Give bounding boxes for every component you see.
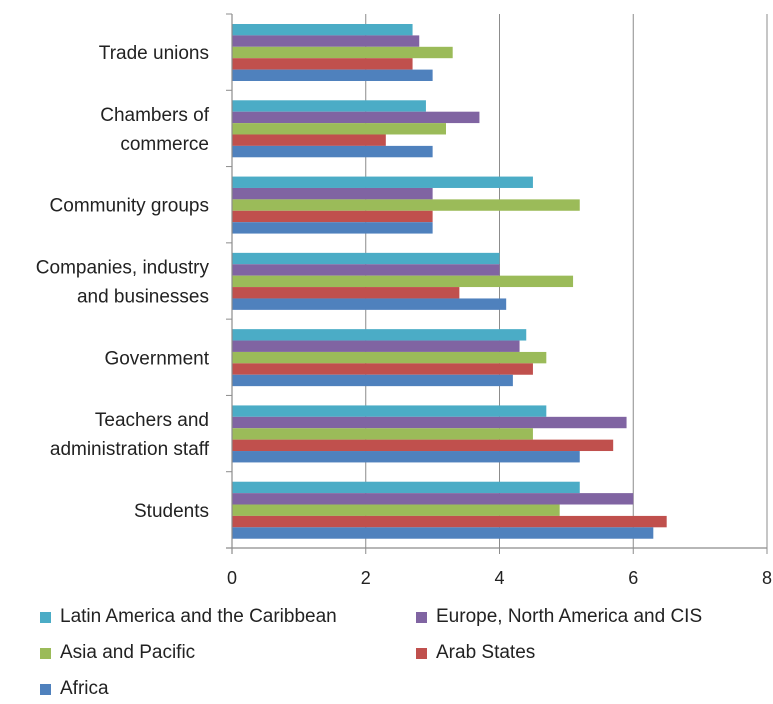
category-label: Teachers and	[95, 410, 209, 431]
category-label: and businesses	[77, 287, 209, 308]
legend-item: Africa	[40, 678, 109, 700]
x-tick-label: 2	[361, 568, 371, 588]
category-label: Government	[104, 348, 209, 369]
category-label: administration staff	[50, 439, 210, 460]
bar	[232, 515, 667, 528]
category-label: Community groups	[50, 196, 209, 217]
legend-item: Asia and Pacific	[40, 642, 195, 664]
bar	[232, 329, 527, 341]
category-label: Companies, industry	[36, 258, 210, 279]
bar	[232, 374, 513, 387]
bar	[232, 199, 580, 211]
bar	[232, 298, 507, 310]
legend-item: Arab States	[416, 642, 535, 664]
legend-swatch	[416, 611, 427, 623]
bar	[232, 405, 547, 417]
bar	[232, 69, 433, 81]
bar	[232, 111, 480, 124]
bar	[232, 416, 627, 429]
bar	[232, 187, 433, 200]
x-tick-label: 6	[628, 568, 638, 588]
bar	[232, 58, 413, 70]
legend-swatch	[40, 647, 51, 659]
category-labels: Trade unions Chambers of commerce Community…	[36, 43, 210, 522]
legend-label: Asia and Pacific	[60, 642, 196, 663]
legend-swatch	[416, 647, 427, 659]
x-tick-label: 8	[762, 568, 772, 588]
category-label: Chambers of	[100, 105, 209, 126]
bar	[232, 481, 580, 494]
bar	[232, 24, 413, 36]
legend-swatch	[40, 611, 51, 623]
x-tick-label: 0	[227, 568, 237, 588]
bar	[232, 123, 446, 135]
bar	[232, 145, 433, 158]
legend-label: Arab States	[436, 642, 536, 663]
bar	[232, 35, 420, 47]
bar	[232, 351, 547, 364]
category-label: Students	[134, 501, 209, 522]
bar	[232, 527, 654, 539]
legend-item: Latin America and the Caribbean	[40, 606, 337, 628]
x-tick-labels: 0 2 4 6 8	[227, 568, 772, 588]
bar	[232, 176, 533, 188]
axes	[226, 13, 768, 554]
category-label: Trade unions	[99, 43, 209, 64]
bar	[232, 210, 433, 223]
bar-chart: Trade unions Chambers of commerce Community…	[36, 13, 772, 588]
legend-item: Europe, North America and CIS	[416, 606, 702, 628]
category-label: commerce	[120, 134, 209, 155]
bar-series	[232, 24, 667, 539]
bar	[232, 451, 580, 463]
bar	[232, 46, 453, 59]
bar	[232, 340, 520, 352]
bar	[232, 264, 500, 276]
bar	[232, 363, 533, 375]
bar	[232, 428, 533, 440]
bar	[232, 222, 433, 234]
bar	[232, 439, 614, 452]
bar	[232, 275, 574, 288]
legend-swatch	[40, 683, 51, 695]
bar	[232, 134, 386, 146]
x-tick-label: 4	[494, 568, 504, 588]
bar	[232, 287, 460, 299]
bar	[232, 504, 560, 516]
bar	[232, 252, 500, 265]
bar	[232, 493, 634, 505]
legend-label: Africa	[60, 678, 109, 699]
legend-label: Europe, North America and CIS	[436, 606, 703, 627]
legend-label: Latin America and the Caribbean	[60, 606, 337, 627]
bar	[232, 100, 426, 112]
